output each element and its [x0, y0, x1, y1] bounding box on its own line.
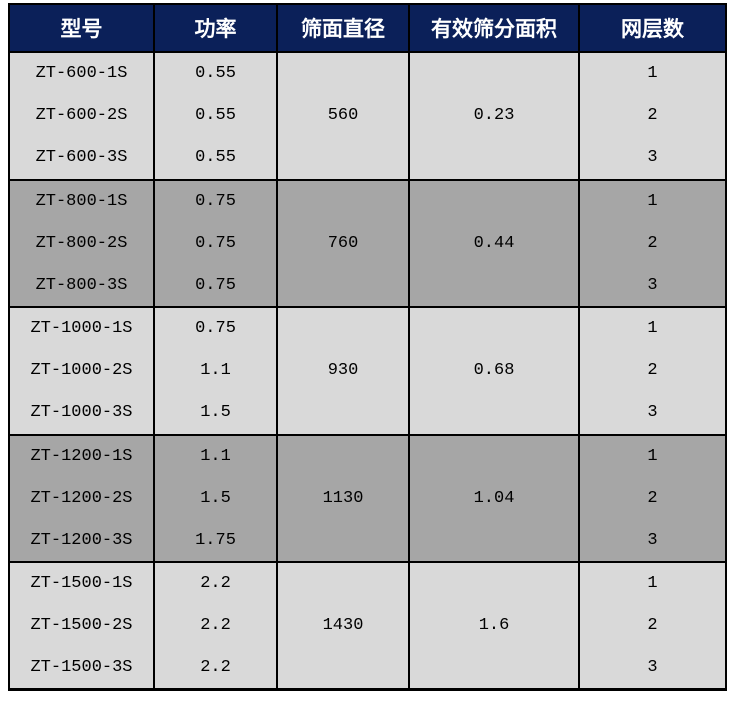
table-row: ZT-800-1S 0.75 760 0.44 1	[8, 178, 727, 307]
table-row: ZT-1200-1S 1.1 1130 1.04 1	[8, 433, 727, 562]
column-header-power: 功率	[153, 3, 278, 53]
table-row: ZT-600-1S 0.55 560 0.23 1	[8, 51, 727, 180]
column-header-model: 型号	[8, 3, 155, 53]
cell-power: 1.5	[153, 392, 278, 435]
cell-diameter: 1130	[276, 433, 410, 562]
cell-model: ZT-800-1S	[8, 178, 155, 222]
cell-power: 0.75	[153, 178, 278, 222]
cell-area: 0.23	[408, 51, 580, 180]
column-header-area: 有效筛分面积	[408, 3, 580, 53]
cell-model: ZT-1500-1S	[8, 561, 155, 605]
cell-power: 0.75	[153, 264, 278, 307]
cell-model: ZT-800-2S	[8, 222, 155, 265]
cell-layers: 2	[578, 604, 727, 647]
cell-area: 0.68	[408, 306, 580, 435]
cell-model: ZT-1000-3S	[8, 392, 155, 435]
cell-model: ZT-1000-2S	[8, 349, 155, 392]
spec-table-head: 型号 功率 筛面直径 有效筛分面积 网层数	[8, 3, 727, 53]
table-row: ZT-600-2S 0.55 2	[8, 94, 727, 137]
cell-layers: 1	[578, 178, 727, 222]
cell-power: 0.55	[153, 51, 278, 95]
cell-layers: 2	[578, 222, 727, 265]
table-row: ZT-1200-2S 1.5 2	[8, 477, 727, 520]
column-header-layers: 网层数	[578, 3, 727, 53]
table-row: ZT-1500-3S 2.2 3	[8, 647, 727, 690]
cell-model: ZT-1000-1S	[8, 306, 155, 350]
cell-layers: 3	[578, 647, 727, 690]
cell-layers: 3	[578, 519, 727, 562]
table-row: ZT-1200-3S 1.75 3	[8, 519, 727, 562]
cell-power: 2.2	[153, 561, 278, 605]
spec-table-body: ZT-600-1S 0.55 560 0.23 1 ZT-600-2S 0.55…	[8, 51, 727, 690]
cell-layers: 2	[578, 349, 727, 392]
cell-layers: 1	[578, 433, 727, 477]
table-row: ZT-600-3S 0.55 3	[8, 137, 727, 180]
cell-power: 0.55	[153, 94, 278, 137]
cell-power: 0.55	[153, 137, 278, 180]
cell-layers: 1	[578, 306, 727, 350]
table-row: ZT-800-3S 0.75 3	[8, 264, 727, 307]
cell-layers: 1	[578, 51, 727, 95]
cell-model: ZT-1200-3S	[8, 519, 155, 562]
cell-power: 1.75	[153, 519, 278, 562]
table-row: ZT-1500-2S 2.2 2	[8, 604, 727, 647]
table-row: ZT-1500-1S 2.2 1430 1.6 1	[8, 561, 727, 690]
cell-power: 1.5	[153, 477, 278, 520]
cell-layers: 1	[578, 561, 727, 605]
cell-area: 1.6	[408, 561, 580, 690]
table-row: ZT-1000-3S 1.5 3	[8, 392, 727, 435]
cell-model: ZT-600-2S	[8, 94, 155, 137]
cell-layers: 3	[578, 392, 727, 435]
cell-power: 0.75	[153, 222, 278, 265]
cell-power: 2.2	[153, 604, 278, 647]
cell-diameter: 760	[276, 178, 410, 307]
cell-area: 0.44	[408, 178, 580, 307]
table-row: ZT-1000-2S 1.1 2	[8, 349, 727, 392]
table-row: ZT-800-2S 0.75 2	[8, 222, 727, 265]
cell-layers: 2	[578, 477, 727, 520]
cell-diameter: 930	[276, 306, 410, 435]
cell-diameter: 1430	[276, 561, 410, 690]
table-row: ZT-1000-1S 0.75 930 0.68 1	[8, 306, 727, 435]
cell-power: 1.1	[153, 433, 278, 477]
cell-power: 2.2	[153, 647, 278, 690]
cell-model: ZT-600-1S	[8, 51, 155, 95]
spec-table: 型号 功率 筛面直径 有效筛分面积 网层数 ZT-600-1S 0.55 560…	[8, 3, 727, 691]
cell-model: ZT-600-3S	[8, 137, 155, 180]
cell-layers: 3	[578, 264, 727, 307]
cell-area: 1.04	[408, 433, 580, 562]
header-row: 型号 功率 筛面直径 有效筛分面积 网层数	[8, 3, 727, 53]
cell-model: ZT-800-3S	[8, 264, 155, 307]
cell-power: 1.1	[153, 349, 278, 392]
cell-power: 0.75	[153, 306, 278, 350]
cell-model: ZT-1200-1S	[8, 433, 155, 477]
cell-layers: 2	[578, 94, 727, 137]
cell-model: ZT-1200-2S	[8, 477, 155, 520]
column-header-diameter: 筛面直径	[276, 3, 410, 53]
cell-layers: 3	[578, 137, 727, 180]
cell-diameter: 560	[276, 51, 410, 180]
cell-model: ZT-1500-2S	[8, 604, 155, 647]
cell-model: ZT-1500-3S	[8, 647, 155, 690]
